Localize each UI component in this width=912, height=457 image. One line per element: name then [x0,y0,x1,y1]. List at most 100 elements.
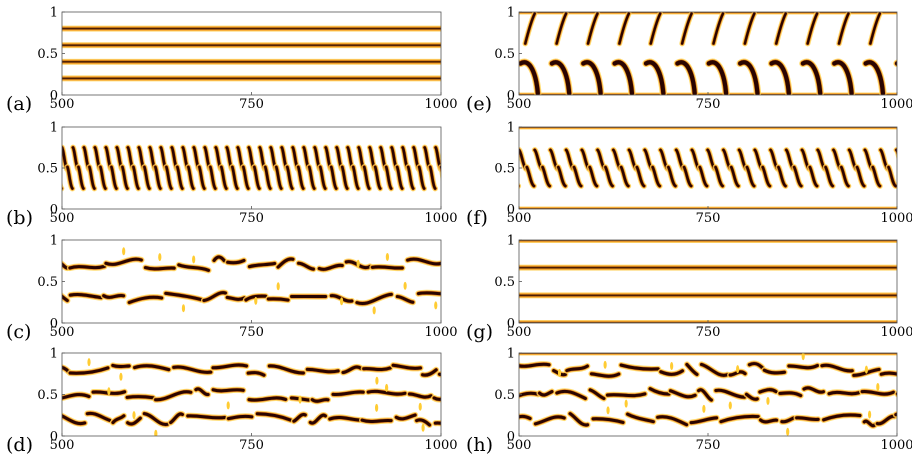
nucleation-spot [158,253,162,262]
y-tick-label: 0 [50,89,58,104]
wandering-stripe [894,412,897,417]
zigzag-segment [88,165,96,190]
y-tick-label: 0 [50,203,58,218]
zigzag-segment [745,165,756,188]
heatmap-content [62,247,477,315]
wandering-stripe [685,362,699,376]
stationary-stripe [62,58,441,65]
panel-label: (h) [466,434,493,456]
hook-segment [743,12,756,45]
stationary-stripe [62,25,441,32]
y-tick-label: 0.5 [37,162,58,177]
wandering-stripe [394,413,417,421]
wandering-stripe-rim [895,391,897,397]
wandering-stripe [895,392,897,396]
plot-area [519,12,897,95]
hook-segment [555,12,568,45]
wandering-stripe [68,366,110,375]
hook-segment-rim [494,14,503,44]
zigzag-segment-rim [894,148,897,157]
panel-label: (d) [6,434,33,456]
zigzag-segment [557,165,567,188]
stationary-stripe [519,240,897,243]
wandering-stripe [519,391,540,398]
nucleation-spot [226,401,230,410]
y-tick-label: 1 [507,121,515,136]
hook-segment [581,60,603,95]
zigzag-segment [452,167,457,189]
zigzag-segment [635,165,646,188]
hook-segment [806,12,819,45]
zigzag-segment [729,165,740,188]
wandering-stripe [648,387,671,396]
zigzag-segment [253,165,261,190]
wandering-stripe [875,414,896,426]
nucleation-spot [87,358,91,367]
nucleation-spot [606,406,610,415]
wandering-stripe [588,388,606,400]
y-tick-label: 0.5 [37,388,58,403]
wandering-stripe [247,396,288,402]
nucleation-spot [421,423,425,432]
zigzag-segment [318,165,327,190]
wandering-stripe [255,412,293,422]
wandering-stripe-halo [894,390,897,398]
zigzag-segment [439,165,441,173]
wandering-stripe-halo [447,260,477,271]
hook-segment-halo [893,59,897,68]
zigzag-segment [307,165,316,190]
plot-area [519,127,897,209]
hook-segment [612,60,635,95]
x-tick-label: 750 [696,325,721,340]
wandering-stripe [759,418,779,424]
x-tick-label: 1000 [424,438,457,453]
zigzag-segment [428,165,437,190]
x-tick-label: 750 [696,438,721,453]
hook-segment [643,60,666,95]
wandering-stripe [125,395,155,400]
zigzag-segment [297,165,305,190]
zigzag-segment [187,165,195,190]
nucleation-spot [728,401,732,410]
x-tick-label: 1000 [880,438,912,453]
nucleation-spot [276,282,280,291]
wandering-stripe [433,421,441,425]
wandering-stripe [172,365,213,374]
hook-segment [775,12,787,45]
zigzag-segment-halo [452,167,457,189]
x-tick-label: 500 [50,211,75,226]
wandering-stripe [104,257,143,266]
wandering-stripe-rim [893,412,897,417]
wandering-stripe [778,391,803,398]
wandering-stripe [591,417,625,424]
nucleation-spot [864,365,869,374]
wandering-stripe [787,364,819,370]
wandering-stripe [802,386,825,394]
nucleation-spot [603,360,607,369]
wandering-stripe [714,388,747,399]
zigzag-segment [275,165,283,190]
zigzag-segment [406,165,415,190]
stationary-stripe [519,292,897,299]
wandering-stripe [292,412,307,423]
panel-label: (g) [466,321,493,343]
wandering-stripe [305,367,340,374]
panel-label: (c) [6,321,31,343]
wandering-stripe [202,291,227,302]
zigzag-segment [777,165,787,188]
nucleation-spot [403,281,407,290]
nucleation-spot [385,252,389,261]
zigzag-segment [362,165,371,190]
nucleation-spot [375,376,379,385]
wandering-stripe [111,414,126,425]
x-tick-label: 750 [239,438,264,453]
zigzag-segment-halo [893,147,897,161]
wandering-stripe [62,294,69,303]
wandering-stripe [822,413,862,422]
wandering-stripe [143,266,176,271]
zigzag-segment [651,165,662,188]
panel-label: (e) [466,93,492,115]
wandering-stripe [719,414,760,424]
wandering-stripe [62,414,87,426]
wandering-stripe [317,263,344,271]
